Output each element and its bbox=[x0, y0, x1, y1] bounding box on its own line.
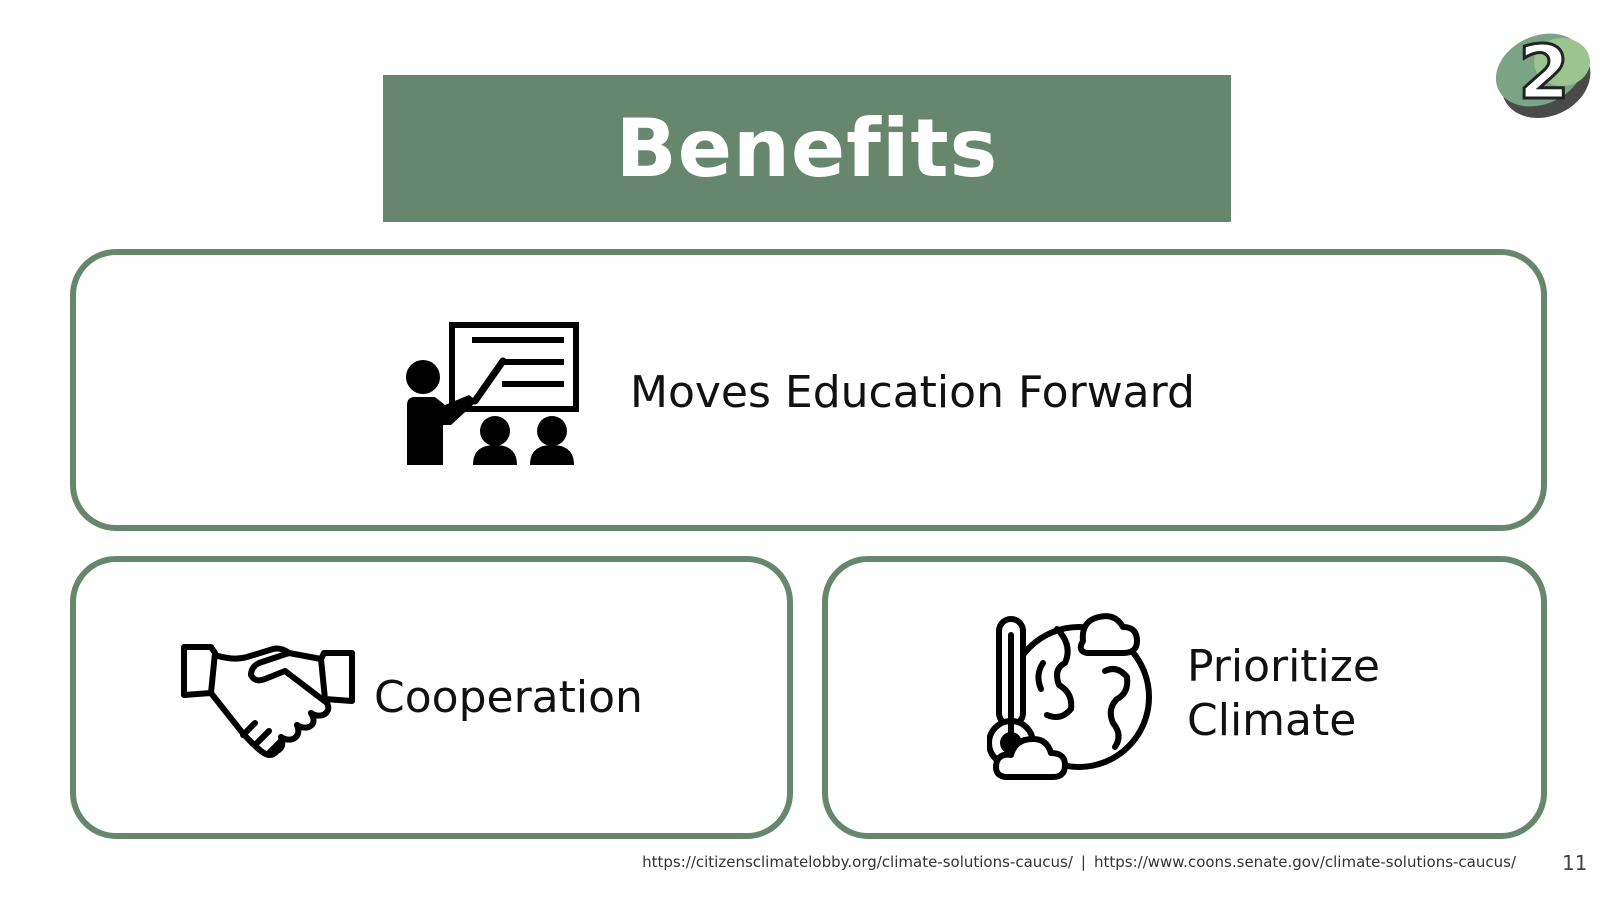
source-link-2[interactable]: https://www.coons.senate.gov/climate-sol… bbox=[1093, 853, 1516, 871]
education-label: Moves Education Forward bbox=[630, 367, 1195, 418]
source-separator: | bbox=[1080, 853, 1086, 871]
source-link-1[interactable]: https://citizensclimatelobby.org/climate… bbox=[642, 853, 1073, 871]
climate-label-line1: Prioritize bbox=[1187, 641, 1380, 692]
title-banner: Benefits bbox=[383, 75, 1231, 222]
number-badge-logo: 2 bbox=[1495, 29, 1591, 118]
teacher-presentation-icon bbox=[406, 322, 579, 465]
cooperation-label: Cooperation bbox=[374, 672, 643, 723]
handshake-icon bbox=[181, 644, 355, 758]
climate-globe-icon bbox=[987, 613, 1152, 780]
footer-sources: https://citizensclimatelobby.org/climate… bbox=[642, 853, 1516, 871]
badge-number: 2 bbox=[1518, 30, 1570, 116]
page-number: 11 bbox=[1562, 851, 1588, 875]
climate-label-line2: Climate bbox=[1187, 695, 1357, 746]
card-climate bbox=[822, 556, 1547, 839]
slide-title: Benefits bbox=[615, 102, 999, 195]
card-education bbox=[70, 249, 1547, 531]
